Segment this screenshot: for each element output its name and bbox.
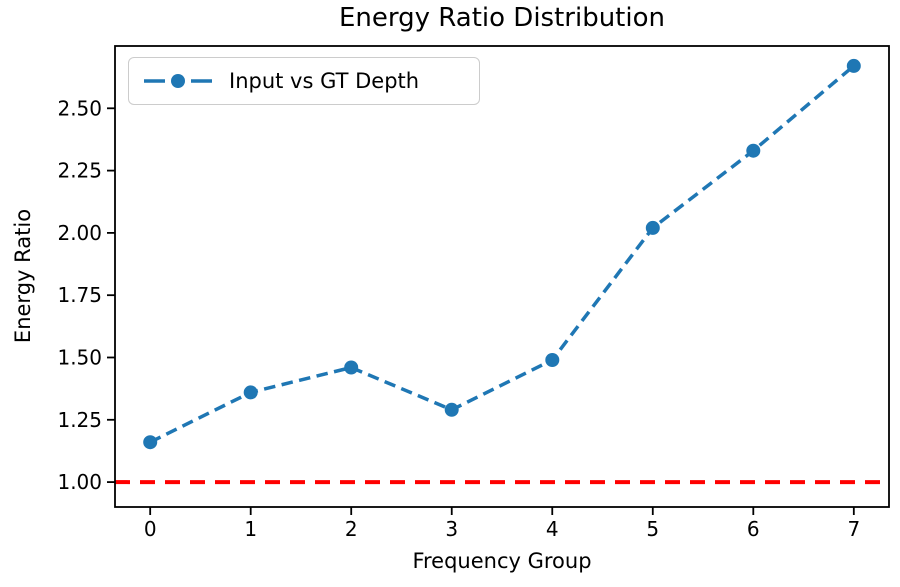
x-tick-label: 0 <box>144 517 157 541</box>
x-tick-label: 7 <box>847 517 860 541</box>
data-point-marker <box>645 220 660 235</box>
y-tick-label: 1.25 <box>57 408 102 432</box>
x-tick-label: 2 <box>345 517 358 541</box>
x-tick-label: 5 <box>646 517 659 541</box>
data-point-marker <box>846 58 861 73</box>
x-tick-label: 3 <box>445 517 458 541</box>
x-axis-label: Frequency Group <box>412 549 592 573</box>
y-tick-label: 1.00 <box>57 470 102 494</box>
legend-line-sample-icon <box>144 74 212 88</box>
y-tick-label: 1.50 <box>57 345 102 369</box>
data-point-marker <box>746 143 761 158</box>
series-line <box>149 64 855 444</box>
data-point-marker <box>143 435 158 450</box>
data-point-marker <box>344 360 359 375</box>
legend: Input vs GT Depth <box>128 57 480 105</box>
y-axis-label: Energy Ratio <box>11 208 35 344</box>
legend-label: Input vs GT Depth <box>229 69 420 93</box>
y-tick-label: 2.25 <box>57 159 102 183</box>
y-tick-label: 2.50 <box>57 96 102 120</box>
data-point-marker <box>444 402 459 417</box>
x-tick-label: 6 <box>747 517 760 541</box>
data-point-marker <box>243 385 258 400</box>
chart-title: Energy Ratio Distribution <box>339 3 665 33</box>
y-tick-label: 1.75 <box>57 283 102 307</box>
data-point-marker <box>545 353 560 367</box>
x-tick-label: 4 <box>546 517 559 541</box>
x-tick-label: 1 <box>244 517 257 541</box>
axes-frame <box>114 45 890 508</box>
y-tick-label: 2.00 <box>57 221 102 245</box>
